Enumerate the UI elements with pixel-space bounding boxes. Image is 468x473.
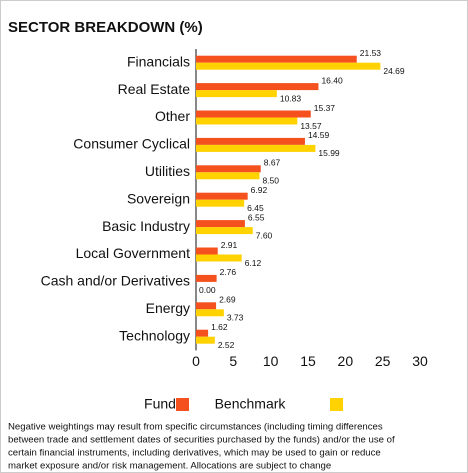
footnote: Negative weightings may result from spec… [8, 422, 383, 433]
bar [196, 55, 357, 63]
value-label: 8.50 [262, 176, 279, 186]
value-label: 16.40 [321, 75, 343, 85]
legend-swatch [330, 398, 343, 411]
value-label: 2.69 [219, 295, 236, 305]
chart-title: SECTOR BREAKDOWN (%) [8, 19, 203, 36]
bar [196, 309, 224, 317]
y-tick-label: Technology [119, 327, 190, 343]
y-tick-label: Basic Industry [102, 218, 190, 234]
bar [196, 254, 242, 262]
bar [196, 329, 209, 337]
bar [196, 302, 217, 310]
value-label: 15.99 [318, 148, 340, 158]
footnote: certain financial instruments, including… [8, 448, 381, 459]
y-tick-label: Real Estate [118, 81, 191, 97]
x-tick-label: 10 [263, 353, 279, 369]
x-tick-label: 0 [192, 353, 200, 369]
value-label: 2.76 [220, 267, 237, 277]
value-label: 3.73 [227, 313, 244, 323]
value-label: 10.83 [280, 93, 302, 103]
value-label: 2.91 [221, 240, 238, 250]
value-label: 6.92 [251, 185, 268, 195]
bar [196, 83, 319, 91]
y-tick-label: Local Government [76, 245, 191, 261]
bar [196, 144, 316, 152]
footnote: between trade and settlement dates of se… [8, 435, 395, 446]
x-tick-label: 15 [300, 353, 316, 369]
value-label: 7.60 [256, 230, 273, 240]
bar [196, 165, 261, 173]
bar [196, 274, 217, 282]
value-label: 13.57 [300, 121, 322, 131]
y-tick-label: Cash and/or Derivatives [41, 273, 190, 289]
value-label: 6.45 [247, 203, 264, 213]
value-label: 0.00 [199, 285, 216, 295]
bar [196, 117, 298, 125]
value-label: 15.37 [314, 103, 336, 113]
bar [196, 62, 381, 70]
y-tick-label: Financials [127, 53, 190, 69]
value-label: 24.69 [383, 66, 405, 76]
bar [196, 137, 305, 145]
bar [196, 227, 253, 235]
legend-label: Benchmark [215, 396, 287, 412]
legend-swatch [176, 398, 189, 411]
bar [196, 90, 277, 98]
bar [196, 110, 311, 118]
x-tick-label: 30 [412, 353, 428, 369]
y-tick-label: Consumer Cyclical [73, 136, 190, 152]
value-label: 2.52 [218, 340, 235, 350]
bar [196, 220, 245, 228]
y-tick-label: Energy [146, 300, 190, 316]
footnote: market exposure and/or risk management. … [8, 461, 331, 472]
x-tick-label: 25 [375, 353, 391, 369]
x-tick-label: 20 [338, 353, 354, 369]
legend-label: Fund [144, 396, 176, 412]
y-tick-label: Other [155, 108, 190, 124]
y-tick-label: Utilities [145, 163, 190, 179]
bar [196, 192, 248, 200]
value-label: 6.55 [248, 212, 265, 222]
bar [196, 336, 215, 344]
value-label: 6.12 [245, 258, 262, 268]
value-label: 1.62 [211, 322, 228, 332]
bar [196, 247, 218, 255]
value-label: 14.59 [308, 130, 330, 140]
bar [196, 172, 260, 180]
x-tick-label: 5 [229, 353, 237, 369]
bar [196, 199, 245, 207]
value-label: 21.53 [360, 48, 382, 58]
y-tick-label: Sovereign [127, 190, 190, 206]
value-label: 8.67 [264, 158, 281, 168]
